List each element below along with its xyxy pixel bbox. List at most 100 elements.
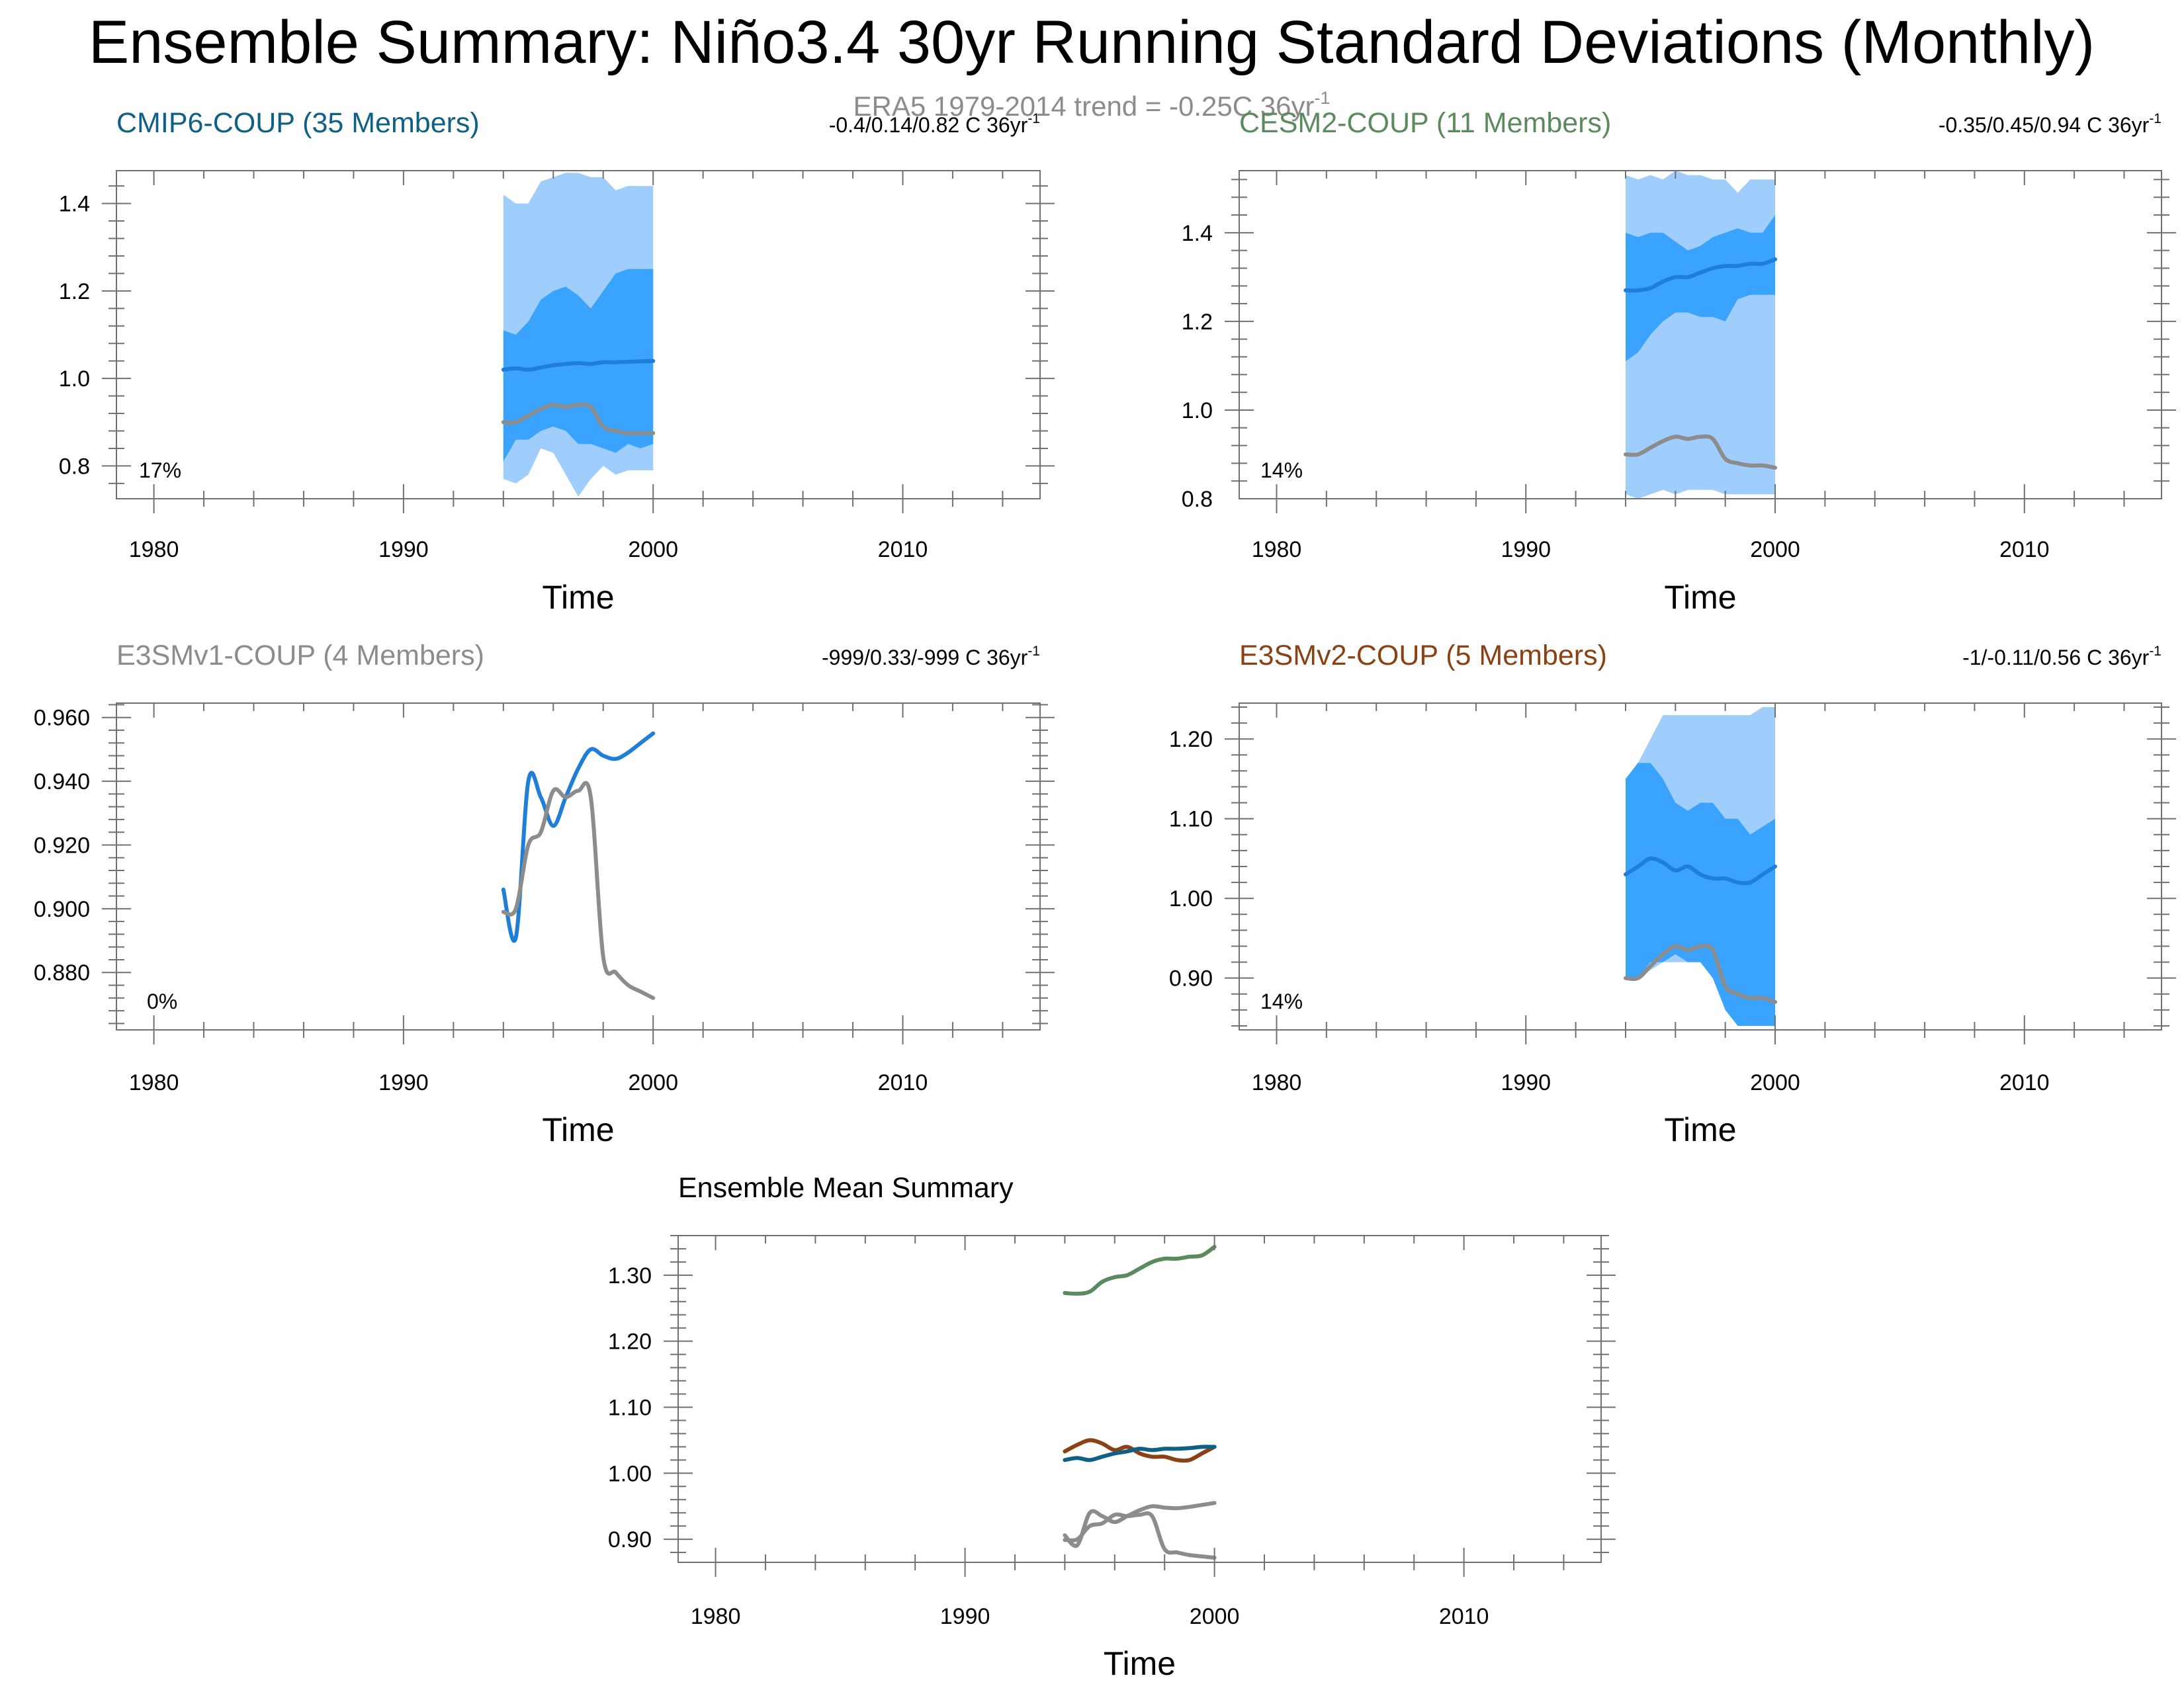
mean-frame [677,1235,1602,1563]
cesm2-panel: CESM2-COUP (11 Members) -0.35/0.45/0.94 C… [1182,107,2176,616]
mean-x-ticks [715,1236,1565,1577]
e3smv2-y-ticks [1225,706,2176,1027]
e3smv2-series-era5 [1624,943,1777,1004]
e3smv2-percent-label: 14% [1260,990,1303,1013]
cesm2-ytick-label: 1.4 [1182,221,1213,246]
mean-panel: Ensemble Mean Summary 1980 1990 2000 2010 0.9… [608,1172,1616,1682]
e3smv1-title: E3SMv1-COUP (4 Members) [116,640,484,671]
cesm2-ytick-label: 0.8 [1182,487,1213,512]
e3smv1-trend-label: -999/0.33/-999 C 36yr-1 [822,644,1040,669]
cmip6-percent-label: 17% [139,458,181,482]
e3smv2-xtick-label: 2010 [1999,1070,2050,1095]
e3smv1-trend-text: -999/0.33/-999 C 36yr [822,646,1028,669]
cmip6-series-ensemble-mean [501,359,656,372]
mean-ytick-label: 1.30 [608,1263,652,1289]
e3smv2-title: E3SMv2-COUP (5 Members) [1239,640,1607,671]
cmip6-xtick-label: 1990 [378,537,429,562]
e3smv1-plot-area [501,731,656,1000]
cmip6-frame [116,170,1041,499]
e3smv1-x-axis-label: Time [542,1111,614,1148]
e3smv1-ytick-label: 0.900 [34,897,90,922]
mean-series-e3smv1-coup [1063,1501,1217,1548]
cmip6-series-era5 [501,402,656,436]
e3smv2-inner-band [1626,763,1775,1026]
cesm2-x-ticks [1276,171,2125,513]
cesm2-trend-sup: -1 [2149,111,2162,126]
mean-plot-area [1063,1245,1217,1560]
cesm2-x-axis-label: Time [1664,579,1736,616]
cesm2-series-era5 [1624,434,1777,470]
cmip6-x-ticks [153,171,1004,513]
cmip6-x-axis-label: Time [542,579,614,616]
e3smv1-y-ticks [102,704,1055,1025]
cesm2-inner-band [1626,215,1775,362]
mean-series-cesm2-coup [1063,1245,1217,1296]
era5-trend-note-sup: -1 [1314,88,1330,108]
cmip6-xtick-label: 2010 [878,537,928,562]
cesm2-plot-area [1624,171,1777,499]
e3smv1-ytick-label: 0.960 [34,706,90,731]
cmip6-inner-band [503,269,654,462]
e3smv2-xtick-label: 1980 [1252,1070,1302,1095]
mean-ytick-label: 1.00 [608,1461,652,1486]
cmip6-ytick-label: 1.2 [59,279,90,304]
cmip6-plot-area [501,173,656,497]
cesm2-xtick-label: 2000 [1750,537,1800,562]
cmip6-ytick-label: 0.8 [59,454,90,479]
cmip6-y-ticks [102,185,1055,484]
e3smv1-percent-label: 0% [147,990,177,1013]
e3smv2-panel: E3SMv2-COUP (5 Members) -1/-0.11/0.56 C 3… [1169,640,2176,1148]
mean-x-axis-label: Time [1104,1645,1176,1682]
cesm2-percent-label: 14% [1260,458,1303,482]
e3smv2-xtick-label: 1990 [1501,1070,1551,1095]
cesm2-y-ticks [1225,179,2176,482]
cesm2-series-ensemble-mean [1624,257,1777,293]
e3smv1-trend-sup: -1 [1027,644,1040,659]
e3smv1-ytick-label: 0.940 [34,769,90,794]
mean-series-e3smv2-coup [1063,1438,1217,1463]
cesm2-xtick-label: 1980 [1252,537,1302,562]
e3smv1-xtick-label: 1980 [129,1070,179,1095]
mean-ytick-label: 1.20 [608,1330,652,1355]
e3smv1-xtick-label: 2000 [628,1070,678,1095]
cesm2-frame [1239,170,2162,499]
cmip6-trend-sup: -1 [1027,111,1040,126]
e3smv1-series-era5 [501,781,656,1000]
mean-series-era5 [1063,1511,1217,1560]
e3smv1-xtick-label: 2010 [878,1070,928,1095]
e3smv2-ytick-label: 1.10 [1169,807,1213,832]
mean-y-ticks [664,1235,1616,1554]
cesm2-title: CESM2-COUP (11 Members) [1239,107,1611,139]
mean-ytick-label: 1.10 [608,1395,652,1420]
cesm2-xtick-label: 2010 [1999,537,2050,562]
e3smv2-xtick-label: 2000 [1750,1070,1800,1095]
cmip6-panel: CMIP6-COUP (35 Members) -0.4/0.14/0.82 C … [59,107,1055,616]
e3smv1-panel: E3SMv1-COUP (4 Members) -999/0.33/-999 C … [34,640,1055,1148]
e3smv1-xtick-label: 1990 [378,1070,429,1095]
e3smv1-frame [116,702,1041,1031]
mean-xtick-label: 1980 [691,1604,741,1629]
cmip6-xtick-label: 1980 [129,537,179,562]
mean-xtick-label: 2000 [1190,1604,1240,1629]
e3smv2-ytick-label: 1.20 [1169,727,1213,752]
mean-xtick-label: 2010 [1439,1604,1489,1629]
e3smv1-x-ticks [153,703,1004,1044]
e3smv2-series-ensemble-mean [1624,856,1777,886]
e3smv2-ytick-label: 1.00 [1169,886,1213,911]
cmip6-ytick-label: 1.4 [59,192,90,217]
era5-trend-note-text: ERA5 1979-2014 trend = -0.25C 36yr [853,91,1315,122]
e3smv2-x-axis-label: Time [1664,1111,1736,1148]
cmip6-ytick-label: 1.0 [59,366,90,392]
cesm2-trend-text: -0.35/0.45/0.94 C 36yr [1939,113,2150,137]
cesm2-xtick-label: 1990 [1501,537,1551,562]
panels-group: CMIP6-COUP (35 Members) -0.4/0.14/0.82 C … [34,107,2176,1682]
cmip6-trend-label: -0.4/0.14/0.82 C 36yr-1 [829,111,1040,137]
mean-title: Ensemble Mean Summary [678,1172,1014,1204]
cesm2-ytick-label: 1.0 [1182,398,1213,423]
e3smv2-trend-sup: -1 [2149,644,2162,659]
cmip6-title: CMIP6-COUP (35 Members) [116,107,480,139]
cmip6-trend-text: -0.4/0.14/0.82 C 36yr [829,113,1028,137]
figure-title: Ensemble Summary: Niño3.4 30yr Running S… [89,9,2095,76]
e3smv2-trend-label: -1/-0.11/0.56 C 36yr-1 [1962,644,2162,669]
